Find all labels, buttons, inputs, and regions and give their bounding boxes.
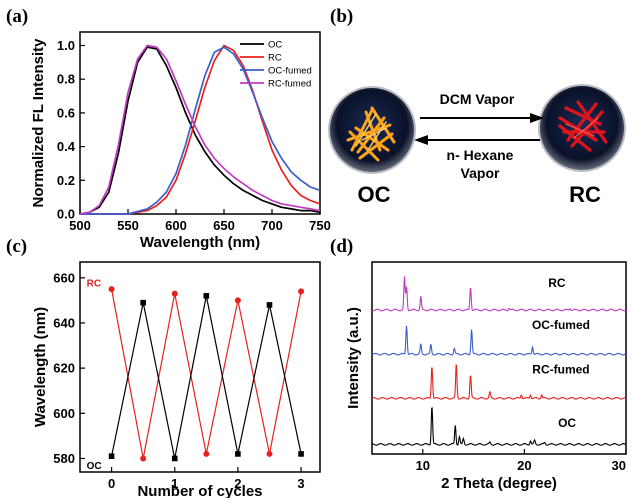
plot-frame-c [79,261,321,473]
x-axis-title-d: 2 Theta (degree) [441,475,557,492]
x-tick-label-d: 10 [416,458,430,473]
annotation-oc: OC [87,461,102,472]
legend-label-oc: OC [268,40,282,51]
pxrd-label-oc-fumed: OC-fumed [532,318,590,332]
x-axis-title-a: Wavelength (nm) [140,234,260,251]
rc-crystal-fibers-highlight [565,117,599,139]
x-tick-label-a: 500 [69,218,91,233]
cycle-point-oc [203,293,210,299]
x-axis-title-c: Number of cycles [137,483,262,498]
cycle-point-rc [108,286,115,293]
pxrd-trace-rc [371,276,627,312]
y-tick-label-c: 640 [53,315,75,330]
cycle-point-oc [298,451,304,457]
fl-spectrum-chart: 500 550 600 650 700 750 0.0 0.2 0.4 0.6 0.8 1.0 Wave… [30,31,331,251]
vapor-switch-diagram: DCM Vapor n- Hexane Vapor OC RC [328,84,626,207]
annotation-rc: RC [87,278,101,289]
cycle-point-oc [171,455,178,462]
rc-crystal-photo [538,84,626,172]
forward-arrow-head [530,113,544,123]
reverse-vapor-label-line1: n- Hexane [447,147,514,163]
x-tick-label-d: 20 [517,458,531,473]
y-tick-label-c: 600 [53,406,75,421]
x-tick-label-c: 1 [171,476,178,491]
series-line-rc [80,44,321,215]
y-tick-label-a: 1.0 [57,38,75,53]
oc-sample-label: OC [358,182,391,207]
pxrd-trace-oc-fumed [371,326,627,356]
forward-vapor-label: DCM Vapor [440,91,515,107]
series-line-oc [79,46,321,215]
reverse-vapor-label-line2: Vapor [461,165,500,181]
x-tick-label-a: 550 [117,218,139,233]
cycle-point-rc [203,450,210,457]
cycle-line-oc [111,295,302,459]
legend-label-rc-fumed: RC-fumed [268,79,311,90]
legend-label-rc: RC [268,53,282,64]
series-line-rc-fumed [79,44,321,215]
cycle-point-rc [140,455,147,462]
y-tick-label-a: 0.8 [57,72,75,87]
y-tick-label-c: 580 [53,451,75,466]
legend-label-oc-fumed: OC-fumed [268,66,312,77]
cycle-point-rc [171,290,178,297]
x-tick-label-c: 0 [108,476,115,491]
y-tick-label-a: 0.4 [57,139,76,154]
cycle-point-rc [298,288,305,295]
y-axis-title-d: Intensity (a.u.) [345,307,362,409]
pxrd-chart: 10 20 30 2 Theta (degree) Intensity (a.u.) RC… [345,261,627,492]
x-tick-label-a: 650 [213,218,235,233]
rc-sample-label: RC [569,182,601,207]
cycle-point-rc [266,450,273,457]
y-tick-label-c: 660 [53,270,75,285]
rc-crystal-fibers [558,100,608,152]
y-axis-title-a: Normalized FL Intensity [30,38,47,208]
cycle-point-rc [234,297,241,304]
panel-label-b: (b) [330,6,353,27]
y-tick-label-c: 620 [53,361,75,376]
oc-crystal-fibers-highlight [355,113,387,151]
pxrd-trace-oc [371,407,627,446]
pxrd-trace-rc-fumed [371,364,626,400]
panel-label-c: (c) [6,236,27,257]
panel-label-a: (a) [6,6,28,27]
y-tick-label-a: 0.2 [57,173,75,188]
y-tick-label-a: 0.6 [57,105,75,120]
x-tick-label-c: 3 [297,476,304,491]
reverse-arrow-head [414,135,428,145]
x-tick-label-a: 700 [261,218,283,233]
x-tick-label-d: 30 [612,458,626,473]
pxrd-label-oc: OC [558,416,576,430]
x-tick-label-a: 750 [309,218,331,233]
cycle-chart: 0 1 2 3 580 600 620 640 660 Number of cycles Wavel… [32,261,321,500]
plot-frame-a [79,31,321,215]
y-tick-label-a: 0.0 [57,207,75,222]
cycle-point-oc [235,451,241,457]
series-line-oc-fumed [80,46,321,215]
cycle-point-oc [140,299,146,306]
cycle-point-oc [266,302,273,308]
pxrd-label-rc-fumed: RC-fumed [532,362,589,376]
panel-label-d: (d) [330,236,353,257]
pxrd-label-rc: RC [548,276,566,290]
x-tick-label-c: 2 [234,476,241,491]
cycle-line-rc [111,288,302,459]
x-tick-label-a: 600 [165,218,187,233]
plot-frame-d [371,261,627,455]
cycle-point-oc [108,453,115,459]
y-axis-title-c: Wavelength (nm) [32,307,49,427]
